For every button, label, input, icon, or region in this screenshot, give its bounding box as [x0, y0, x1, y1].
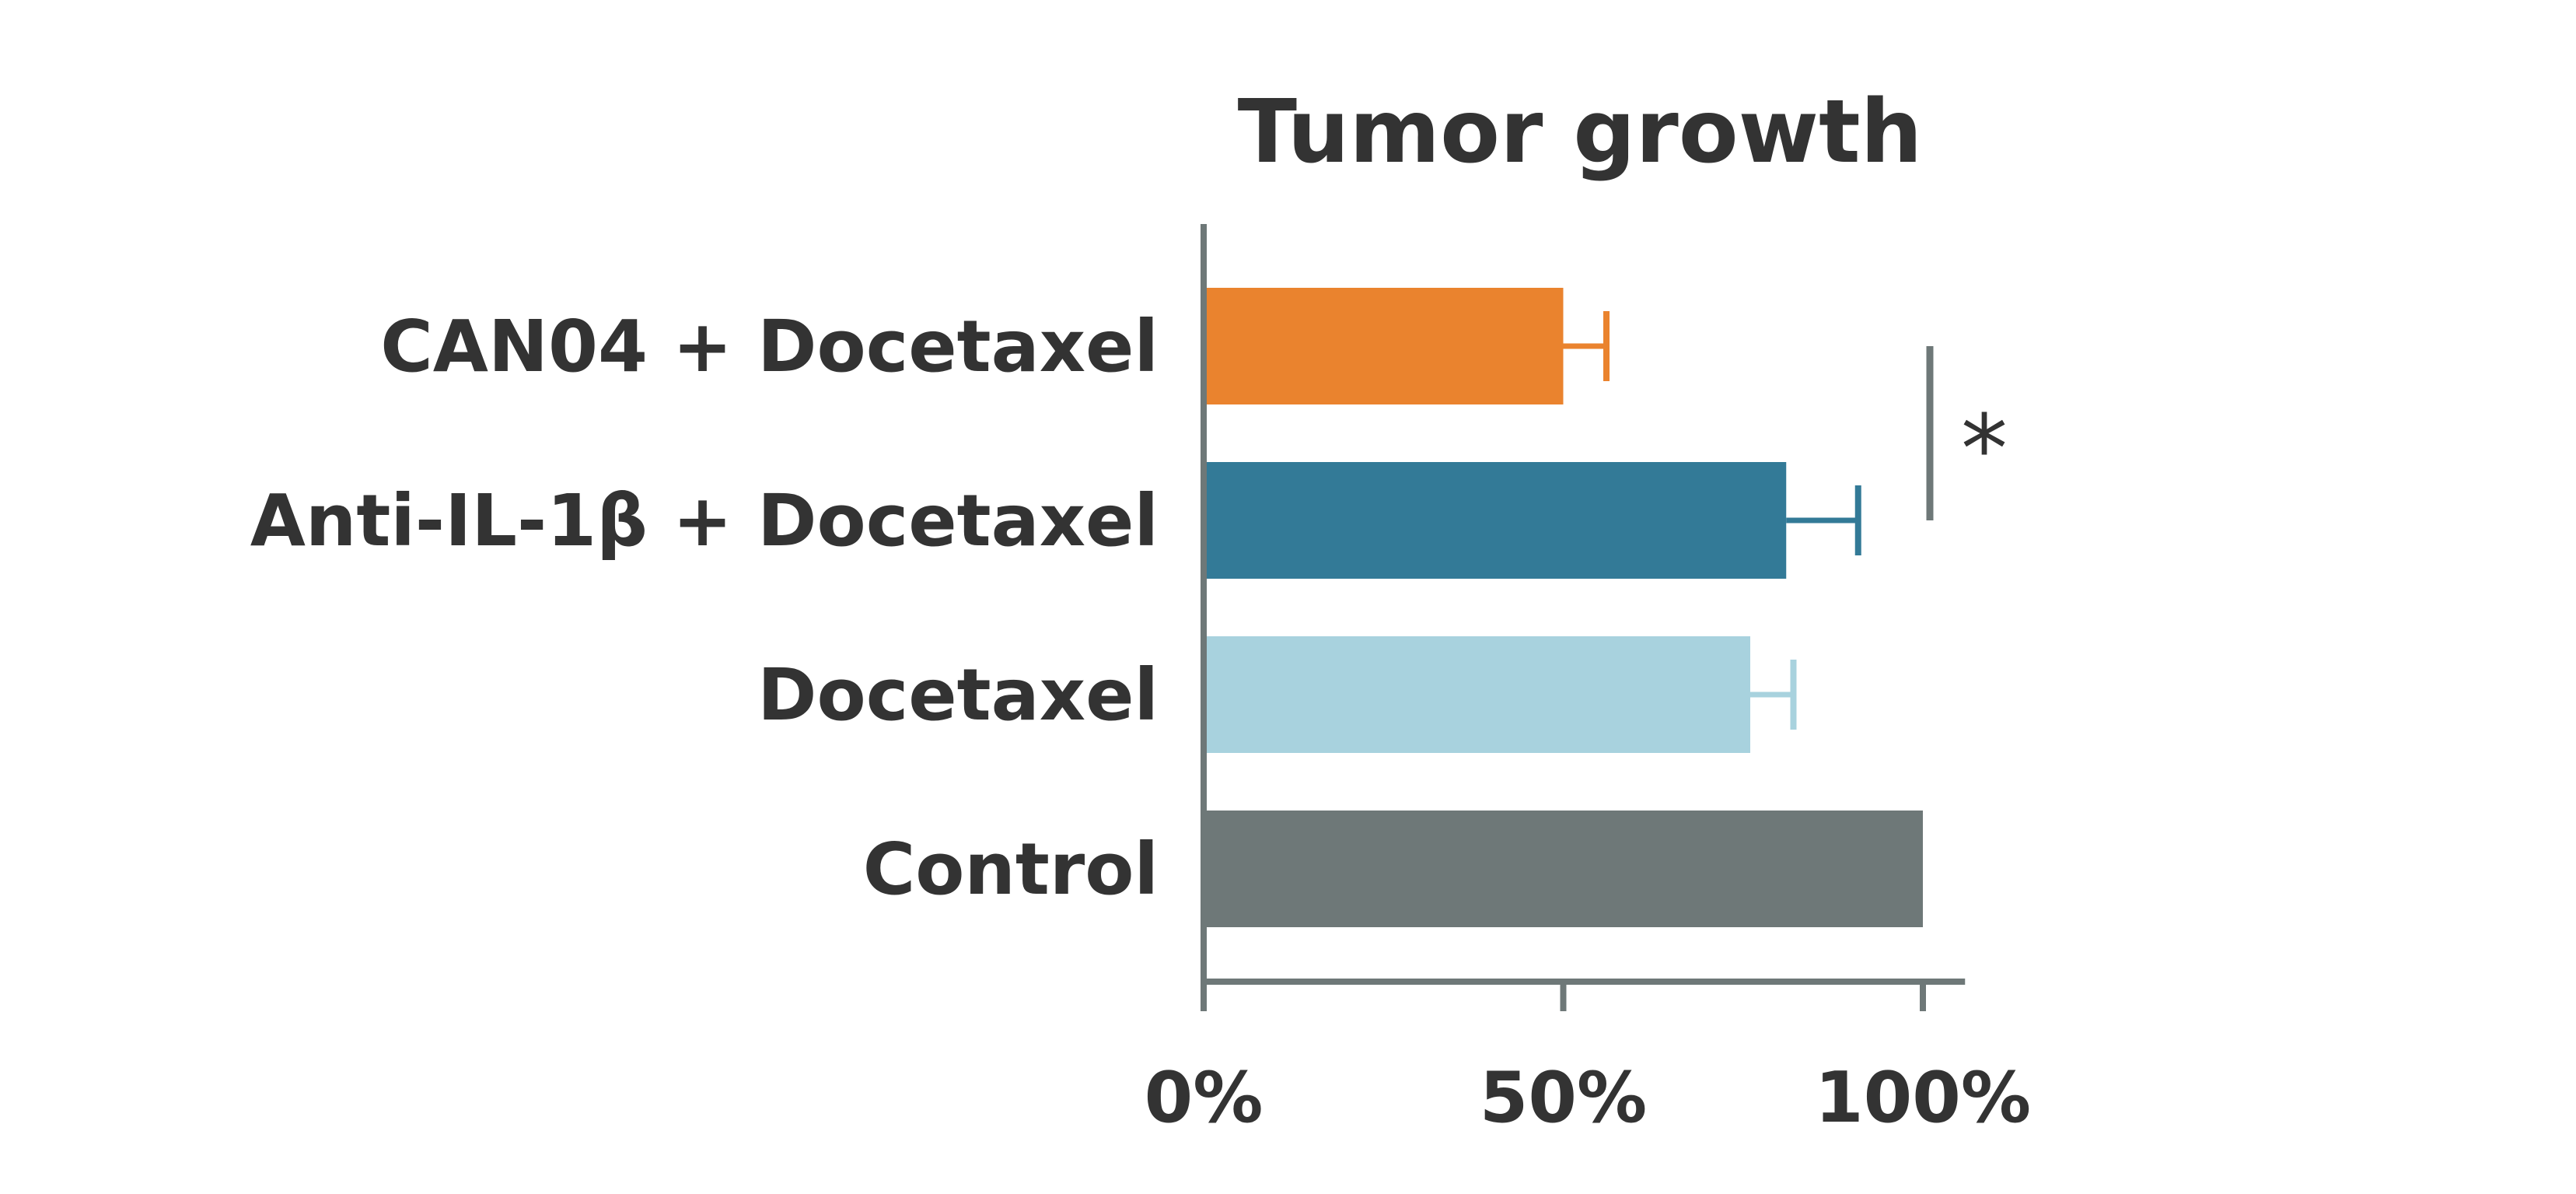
- chart-title: Tumor growth: [1238, 82, 1923, 183]
- x-tick-label: 100%: [1815, 1057, 2031, 1139]
- x-axis-ticks: 0% 50% 100%: [1145, 982, 2031, 1139]
- axes: [1201, 224, 1966, 1011]
- significance-annotation: *: [1926, 346, 2008, 520]
- bar: [1204, 288, 1564, 404]
- category-label: Control: [863, 828, 1159, 911]
- x-tick-label: 0%: [1145, 1057, 1264, 1139]
- category-label: CAN04 + Docetaxel: [380, 305, 1159, 388]
- bar: [1204, 462, 1787, 579]
- category-label: Docetaxel: [757, 653, 1159, 737]
- bar: [1204, 636, 1750, 753]
- category-label: Anti-IL-1β + Docetaxel: [250, 479, 1159, 562]
- bar: [1204, 811, 1923, 927]
- x-tick-label: 50%: [1480, 1057, 1647, 1139]
- category-labels: CAN04 + Docetaxel Anti-IL-1β + Docetaxel D…: [250, 305, 1159, 911]
- bars-layer: [1204, 288, 1923, 927]
- significance-marker: *: [1961, 396, 2008, 504]
